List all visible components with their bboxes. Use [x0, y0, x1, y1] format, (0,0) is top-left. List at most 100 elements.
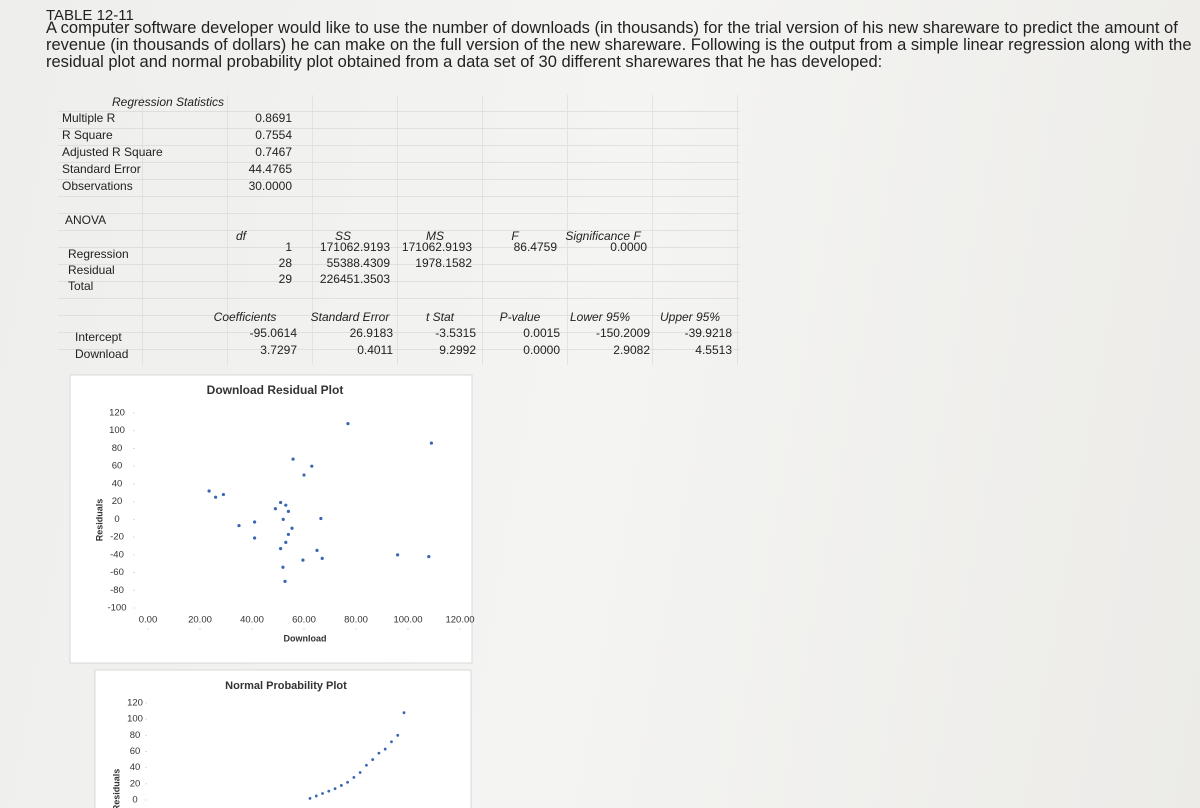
x-tick-label: 40.00	[240, 615, 264, 626]
residual-point	[281, 517, 285, 521]
residual-point	[214, 495, 218, 499]
residual-point	[207, 489, 211, 493]
residual-point	[281, 565, 285, 569]
column-header: P-value	[499, 310, 541, 324]
row-label: Download	[75, 347, 129, 361]
cell: 3.7297	[260, 343, 297, 357]
residual-point	[221, 492, 225, 497]
residual-point	[427, 554, 431, 559]
y-tick-label: 80	[130, 730, 141, 741]
column-header: Significance F	[565, 229, 641, 243]
y-tick-label: 20	[130, 778, 141, 789]
residual-point	[283, 579, 287, 584]
column-header: Upper 95%	[659, 310, 721, 324]
residual-point	[279, 500, 283, 505]
column-header: Lower 95%	[569, 310, 631, 324]
stat-value: 44.4765	[248, 162, 292, 176]
column-header: Coefficients	[213, 310, 277, 324]
cell: 29	[278, 272, 292, 286]
y-tick-label: -80	[110, 585, 124, 596]
section-title: ANOVA	[65, 213, 107, 227]
cell: -3.5315	[435, 326, 476, 340]
plot-title: Download Residual Plot	[207, 383, 344, 397]
x-tick-label: 100.00	[393, 615, 422, 626]
stat-value: 30.0000	[248, 179, 292, 193]
cell: 55388.4309	[326, 256, 390, 270]
cell: 28	[278, 256, 292, 270]
probability-point	[390, 740, 393, 744]
probability-point	[308, 796, 312, 800]
probability-plot-panel	[94, 669, 472, 808]
probability-point	[352, 775, 356, 779]
plot-title: Normal Probability Plot	[225, 680, 347, 692]
cell: 2.9082	[613, 343, 650, 357]
probability-point	[365, 763, 368, 767]
row-label: Total	[68, 279, 94, 293]
residual-point	[237, 523, 241, 528]
y-tick-label: 100	[127, 714, 143, 725]
residual-point	[291, 457, 295, 461]
cell: 226451.3503	[319, 272, 390, 286]
residual-point	[319, 516, 323, 521]
stat-value: 0.7467	[255, 145, 292, 159]
residual-point	[310, 464, 314, 468]
cell: 0.4011	[357, 343, 393, 357]
problem-text: A computer software developer would like…	[46, 19, 1192, 71]
y-tick-label: -60	[110, 567, 124, 578]
residual-point	[253, 536, 257, 540]
residual-point	[286, 532, 290, 537]
residual-point	[286, 509, 290, 513]
residual-point	[396, 553, 400, 557]
probability-point	[402, 711, 406, 715]
probability-point	[327, 789, 331, 793]
residual-point	[290, 526, 294, 530]
cell: 86.4759	[513, 240, 557, 254]
residual-point	[429, 441, 433, 445]
probability-point	[358, 771, 362, 774]
y-tick-label: 60	[130, 746, 141, 757]
x-tick-label: 120.00	[445, 615, 474, 626]
y-tick-label: 120	[109, 408, 125, 419]
column-header: t Stat	[425, 310, 455, 324]
y-tick-label: 0	[132, 795, 137, 806]
y-tick-label: 100	[109, 425, 125, 436]
row-label: Intercept	[75, 330, 122, 344]
y-tick-label: 20	[112, 496, 123, 507]
y-tick-label: 80	[112, 443, 123, 454]
residual-point	[253, 520, 257, 524]
residual-point	[302, 473, 306, 477]
y-tick-label: -20	[110, 532, 124, 543]
row-label: Regression	[68, 247, 129, 261]
cell: 9.2992	[439, 343, 476, 357]
column-header: MS	[426, 229, 444, 243]
probability-point	[383, 747, 387, 751]
cell: 0.0000	[523, 343, 560, 357]
cell: 1978.1582	[415, 256, 472, 270]
probability-point	[377, 751, 381, 755]
cell: 171062.9193	[319, 240, 390, 254]
cell: -95.0614	[249, 326, 297, 340]
cell: 171062.9193	[401, 240, 472, 254]
y-tick-label: 60	[112, 461, 123, 472]
y-tick-label: 0	[114, 514, 119, 525]
y-tick-label: -100	[107, 603, 126, 614]
column-header: SS	[334, 229, 352, 243]
y-tick-label: -40	[110, 549, 124, 560]
residual-point	[301, 558, 305, 562]
probability-point	[371, 758, 375, 761]
x-tick-label: 80.00	[344, 615, 368, 626]
cell: 4.5513	[695, 343, 732, 357]
x-tick-label: 20.00	[188, 615, 212, 626]
cell: -39.9218	[684, 326, 732, 340]
row-label: Residual	[68, 263, 115, 277]
y-tick-label: 120	[127, 698, 143, 709]
axis-title: Residuals	[94, 499, 104, 542]
probability-point	[333, 787, 337, 791]
y-tick-label: 40	[112, 478, 123, 489]
cell: -150.2009	[595, 326, 650, 340]
cell: 0.0015	[523, 326, 560, 340]
axis-title: Download	[284, 633, 327, 643]
x-tick-label: 60.00	[292, 615, 316, 626]
